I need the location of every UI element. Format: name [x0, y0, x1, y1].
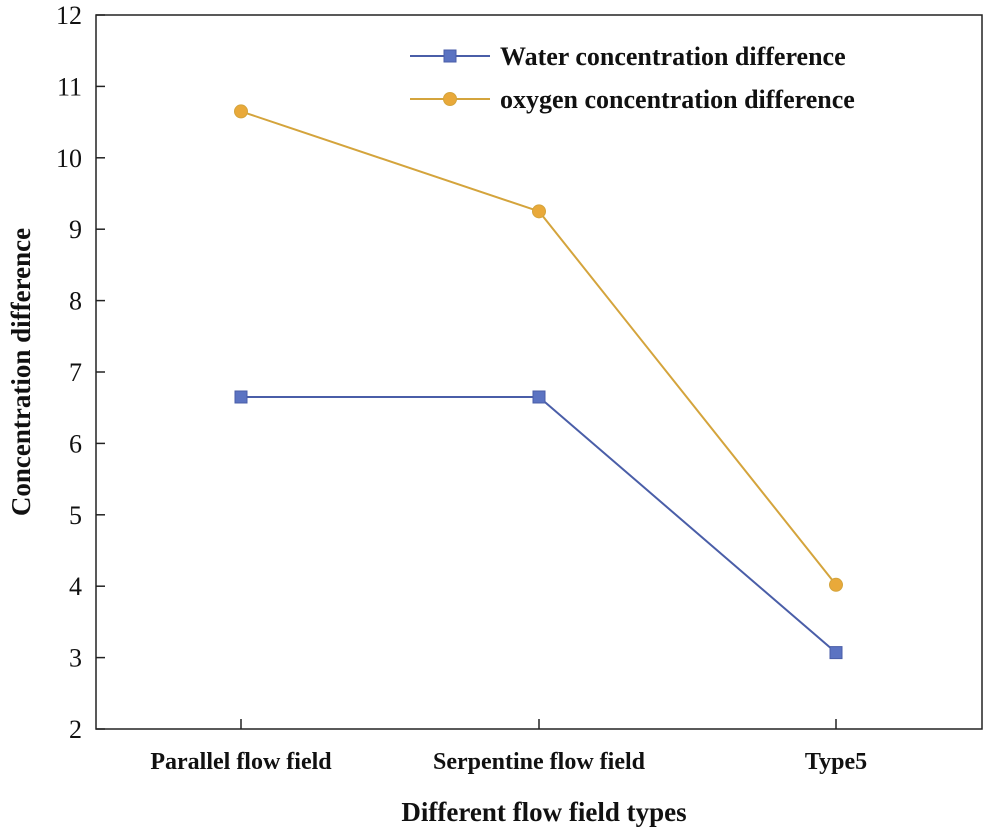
plot-area-frame — [95, 14, 983, 730]
data-point-circle — [532, 204, 546, 219]
legend: Water concentration difference oxygen con… — [410, 42, 855, 114]
series-line — [240, 110, 837, 586]
data-point-square — [532, 390, 546, 404]
series-water — [234, 390, 843, 660]
legend-item: Water concentration difference — [410, 42, 846, 71]
y-tick-label: 5 — [69, 501, 82, 530]
series-layer — [234, 104, 843, 660]
data-point-circle — [234, 104, 248, 119]
y-tick-label: 11 — [57, 72, 82, 101]
series-oxygen — [234, 104, 843, 592]
data-point-square — [234, 390, 248, 404]
y-tick-label: 4 — [69, 572, 82, 601]
x-category-label: Serpentine flow field — [433, 749, 646, 775]
y-tick-label: 12 — [56, 1, 82, 30]
y-axis-ticks: 2 3 4 5 6 7 8 9 10 11 12 — [56, 1, 105, 744]
y-tick-label: 10 — [56, 144, 82, 173]
y-tick-label: 6 — [69, 429, 82, 458]
y-axis-title: Concentration difference — [6, 228, 36, 516]
legend-marker-circle — [443, 92, 457, 106]
data-point-square — [829, 646, 843, 660]
legend-item: oxygen concentration difference — [410, 85, 855, 114]
y-tick-label: 8 — [69, 287, 82, 316]
y-tick-label: 7 — [69, 358, 82, 387]
data-point-circle — [829, 577, 843, 592]
y-tick-label: 9 — [69, 215, 82, 244]
legend-label: oxygen concentration difference — [500, 85, 855, 114]
legend-marker-square — [443, 49, 457, 63]
y-tick-label: 3 — [69, 644, 82, 673]
x-category-label: Type5 — [805, 749, 867, 775]
x-category-label: Parallel flow field — [150, 749, 332, 775]
legend-label: Water concentration difference — [500, 42, 846, 71]
series-line — [241, 395, 837, 654]
x-axis-title: Different flow field types — [401, 797, 686, 827]
x-axis-ticks: Parallel flow field Serpentine flow field… — [150, 719, 867, 775]
y-tick-label: 2 — [69, 715, 82, 744]
